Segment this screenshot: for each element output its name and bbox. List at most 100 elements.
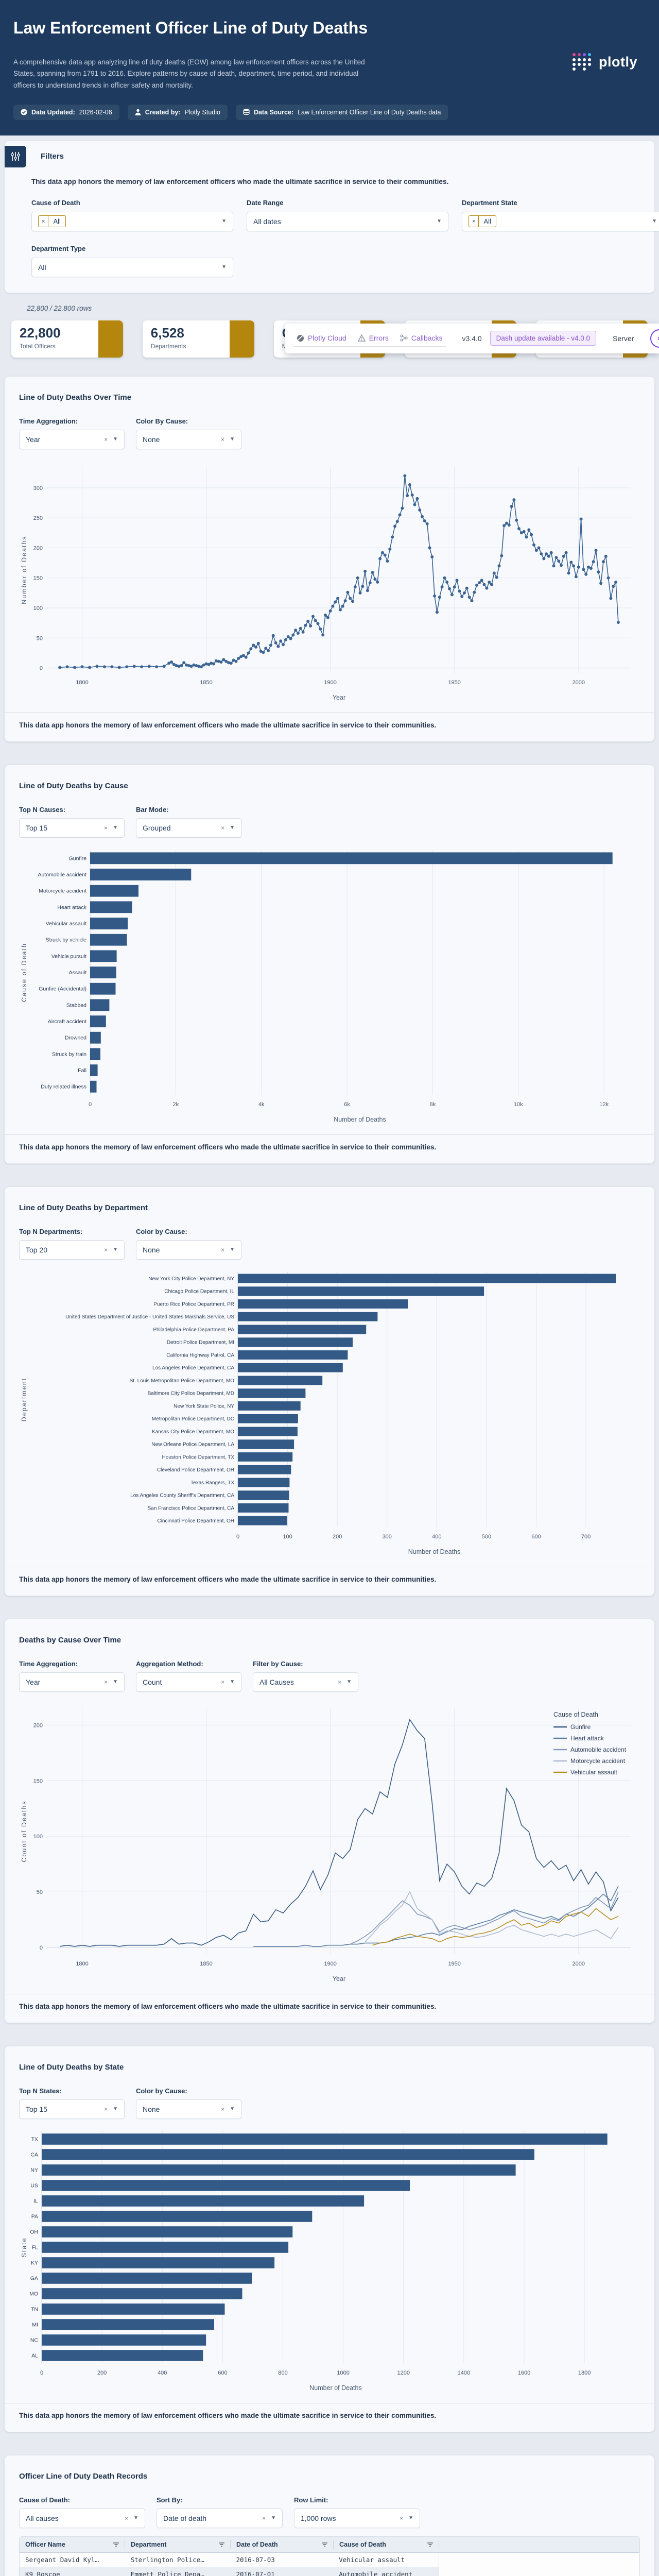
time-aggregation-dropdown[interactable]: Year × ▼ xyxy=(19,1672,125,1692)
filter-icon[interactable] xyxy=(113,2542,119,2547)
clear-icon[interactable]: × xyxy=(221,1246,225,1253)
svg-text:Cincinnati Police Department,: Cincinnati Police Department, OH xyxy=(157,1518,234,1524)
plotly-cloud-menu[interactable]: Plotly Cloud xyxy=(297,334,346,342)
clear-icon[interactable]: × xyxy=(104,824,108,832)
table-cell: Sterlington Police… xyxy=(130,2556,204,2564)
date-range-dropdown[interactable]: All dates ▼ xyxy=(247,211,448,231)
svg-text:Cause of Death: Cause of Death xyxy=(553,1711,598,1718)
svg-text:Heart attack: Heart attack xyxy=(570,1735,604,1742)
table-row[interactable]: Sergeant David Kyl… Sterlington Police… 20… xyxy=(20,2552,439,2567)
svg-text:2000: 2000 xyxy=(573,1961,585,1967)
svg-text:Baltimore City Police Departme: Baltimore City Police Department, MD xyxy=(148,1391,234,1396)
clear-icon[interactable]: × xyxy=(221,824,225,832)
data-updated-badge: Data Updated: 2026-02-06 xyxy=(13,104,119,120)
sliders-icon xyxy=(5,145,26,167)
row-count-indicator: 22,800 / 22,800 rows xyxy=(27,304,92,312)
plotly-logo-icon xyxy=(573,53,591,71)
top-n-states-dropdown[interactable]: Top 15 × ▼ xyxy=(19,2099,125,2119)
column-header-department[interactable]: Department xyxy=(125,2539,231,2549)
svg-text:Metropolitan Police Department: Metropolitan Police Department, DC xyxy=(152,1416,234,1422)
color-by-cause-dropdown[interactable]: None × ▼ xyxy=(136,429,241,449)
clear-icon[interactable]: × xyxy=(221,435,225,443)
svg-text:Gunfire: Gunfire xyxy=(69,855,87,861)
svg-text:Motorcycle accident: Motorcycle accident xyxy=(570,1757,626,1765)
svg-text:200: 200 xyxy=(33,545,43,551)
remove-tag-icon[interactable]: × xyxy=(39,216,49,227)
filter-department-type: Department Type All ▼ xyxy=(31,245,233,277)
color-by-cause-dropdown[interactable]: None × ▼ xyxy=(136,2099,241,2119)
clear-icon[interactable]: × xyxy=(104,435,108,443)
user-icon xyxy=(135,109,141,116)
column-header-date-of-death[interactable]: Date of Death xyxy=(231,2539,334,2549)
clear-icon[interactable]: × xyxy=(104,2105,108,2113)
department-state-dropdown[interactable]: × All ▼ xyxy=(462,211,659,231)
chevron-down-icon: ▼ xyxy=(652,218,657,225)
clear-icon[interactable]: × xyxy=(338,1678,342,1686)
database-icon xyxy=(243,109,250,115)
remove-tag-icon[interactable]: × xyxy=(469,216,479,227)
svg-text:KY: KY xyxy=(31,2260,38,2266)
color-by-cause-control: Color by Cause: None × ▼ xyxy=(136,1228,241,1260)
chevron-down-icon: ▼ xyxy=(230,1679,235,1685)
aggregation-method-dropdown[interactable]: Count × ▼ xyxy=(136,1672,241,1692)
dash-update-pill[interactable]: Dash update available - v4.0.0 xyxy=(490,331,597,346)
chart-title: Line of Duty Deaths by Department xyxy=(19,1203,148,1212)
cause-of-death-dropdown[interactable]: × All ▼ xyxy=(31,211,233,231)
clear-icon[interactable]: × xyxy=(104,1246,108,1253)
deaths-by-department-chart[interactable]: 0 100 200 300 400 500 600 700 New York City Poli… xyxy=(19,1268,645,1559)
top-n-causes-control: Top N Causes: Top 15 × ▼ xyxy=(19,806,125,838)
row-limit-control: Row Limit: 1,000 rows × ▼ xyxy=(294,2496,420,2528)
cause-over-time-chart[interactable]: 0 50 100 150 200 1800 1850 1900 1950 2000 Year Coun… xyxy=(19,1700,645,1986)
deaths-over-time-chart[interactable]: 0 50 100 150 200 250 300 1800 1850 1900 1950 2000 Ye… xyxy=(19,457,645,705)
records-table-body: Sergeant David Kyl… Sterlington Police… 20… xyxy=(20,2552,639,2576)
clear-icon[interactable]: × xyxy=(262,2514,266,2522)
filter-icon[interactable] xyxy=(427,2542,433,2547)
time-aggregation-dropdown[interactable]: Year × ▼ xyxy=(19,429,125,449)
bar-mode-dropdown[interactable]: Grouped × ▼ xyxy=(136,818,241,838)
row-limit-dropdown[interactable]: 1,000 rows × ▼ xyxy=(294,2508,420,2528)
top-n-departments-dropdown[interactable]: Top 20 × ▼ xyxy=(19,1240,125,1260)
top-n-causes-dropdown[interactable]: Top 15 × ▼ xyxy=(19,818,125,838)
plotly-logo-word: plotly xyxy=(599,54,637,70)
svg-text:8k: 8k xyxy=(430,1101,436,1108)
errors-menu[interactable]: Errors xyxy=(357,334,389,342)
collapse-toolbar-button[interactable]: » xyxy=(650,329,659,348)
svg-text:Automobile accident: Automobile accident xyxy=(570,1746,627,1753)
color-by-cause-dropdown[interactable]: None × ▼ xyxy=(136,1240,241,1260)
table-cell: Emmett Police Depa… xyxy=(130,2570,204,2576)
chevron-down-icon: ▼ xyxy=(113,436,118,443)
clear-icon[interactable]: × xyxy=(400,2514,404,2522)
callbacks-menu[interactable]: Callbacks xyxy=(400,334,443,342)
department-type-dropdown[interactable]: All ▼ xyxy=(31,257,233,277)
clear-icon[interactable]: × xyxy=(125,2514,129,2522)
table-cell: K9 Roscoe xyxy=(25,2570,60,2576)
time-aggregation-control: Time Aggregation: Year × ▼ xyxy=(19,417,125,449)
filter-icon[interactable] xyxy=(219,2542,224,2547)
deaths-by-state-chart[interactable]: 0 200 400 600 800 1000 1200 1400 1600 1800 TX CA NY U… xyxy=(19,2127,645,2395)
callback-graph-icon xyxy=(400,334,408,342)
svg-text:400: 400 xyxy=(432,1534,441,1540)
column-header-cause-of-death[interactable]: Cause of Death xyxy=(334,2539,439,2549)
stat-total-officers: 22,800 Total Officers xyxy=(11,320,123,358)
svg-text:State: State xyxy=(21,2237,28,2257)
sort-by-dropdown[interactable]: Date of death × ▼ xyxy=(157,2508,283,2528)
chevron-down-icon: ▼ xyxy=(346,1679,352,1685)
deaths-by-cause-chart[interactable]: 0 2k 4k 6k 8k 10k 12k Gunfire Automobile acciden… xyxy=(19,846,645,1127)
clear-icon[interactable]: × xyxy=(221,2105,225,2113)
svg-text:GA: GA xyxy=(30,2275,38,2281)
clear-icon[interactable]: × xyxy=(104,1678,108,1686)
svg-text:600: 600 xyxy=(218,2370,227,2376)
svg-text:Struck by vehicle: Struck by vehicle xyxy=(46,937,87,943)
table-row[interactable]: K9 Roscoe Emmett Police Depa… 2016-07-01 Au… xyxy=(20,2567,439,2576)
cause-of-death-dropdown[interactable]: All causes × ▼ xyxy=(19,2508,145,2528)
stat-departments: 6,528 Departments xyxy=(142,320,254,358)
svg-text:Vehicular assault: Vehicular assault xyxy=(46,921,86,927)
server-label: Server xyxy=(613,334,634,343)
clear-icon[interactable]: × xyxy=(221,1678,225,1686)
column-header-officer-name[interactable]: Officer Name xyxy=(20,2539,125,2549)
svg-text:600: 600 xyxy=(531,1534,541,1540)
honor-text: This data app honors the memory of law e… xyxy=(31,177,449,185)
filter-icon[interactable] xyxy=(322,2542,327,2547)
filter-by-cause-dropdown[interactable]: All Causes × ▼ xyxy=(253,1672,358,1692)
aggregation-method-control: Aggregation Method: Count × ▼ xyxy=(136,1660,241,1692)
